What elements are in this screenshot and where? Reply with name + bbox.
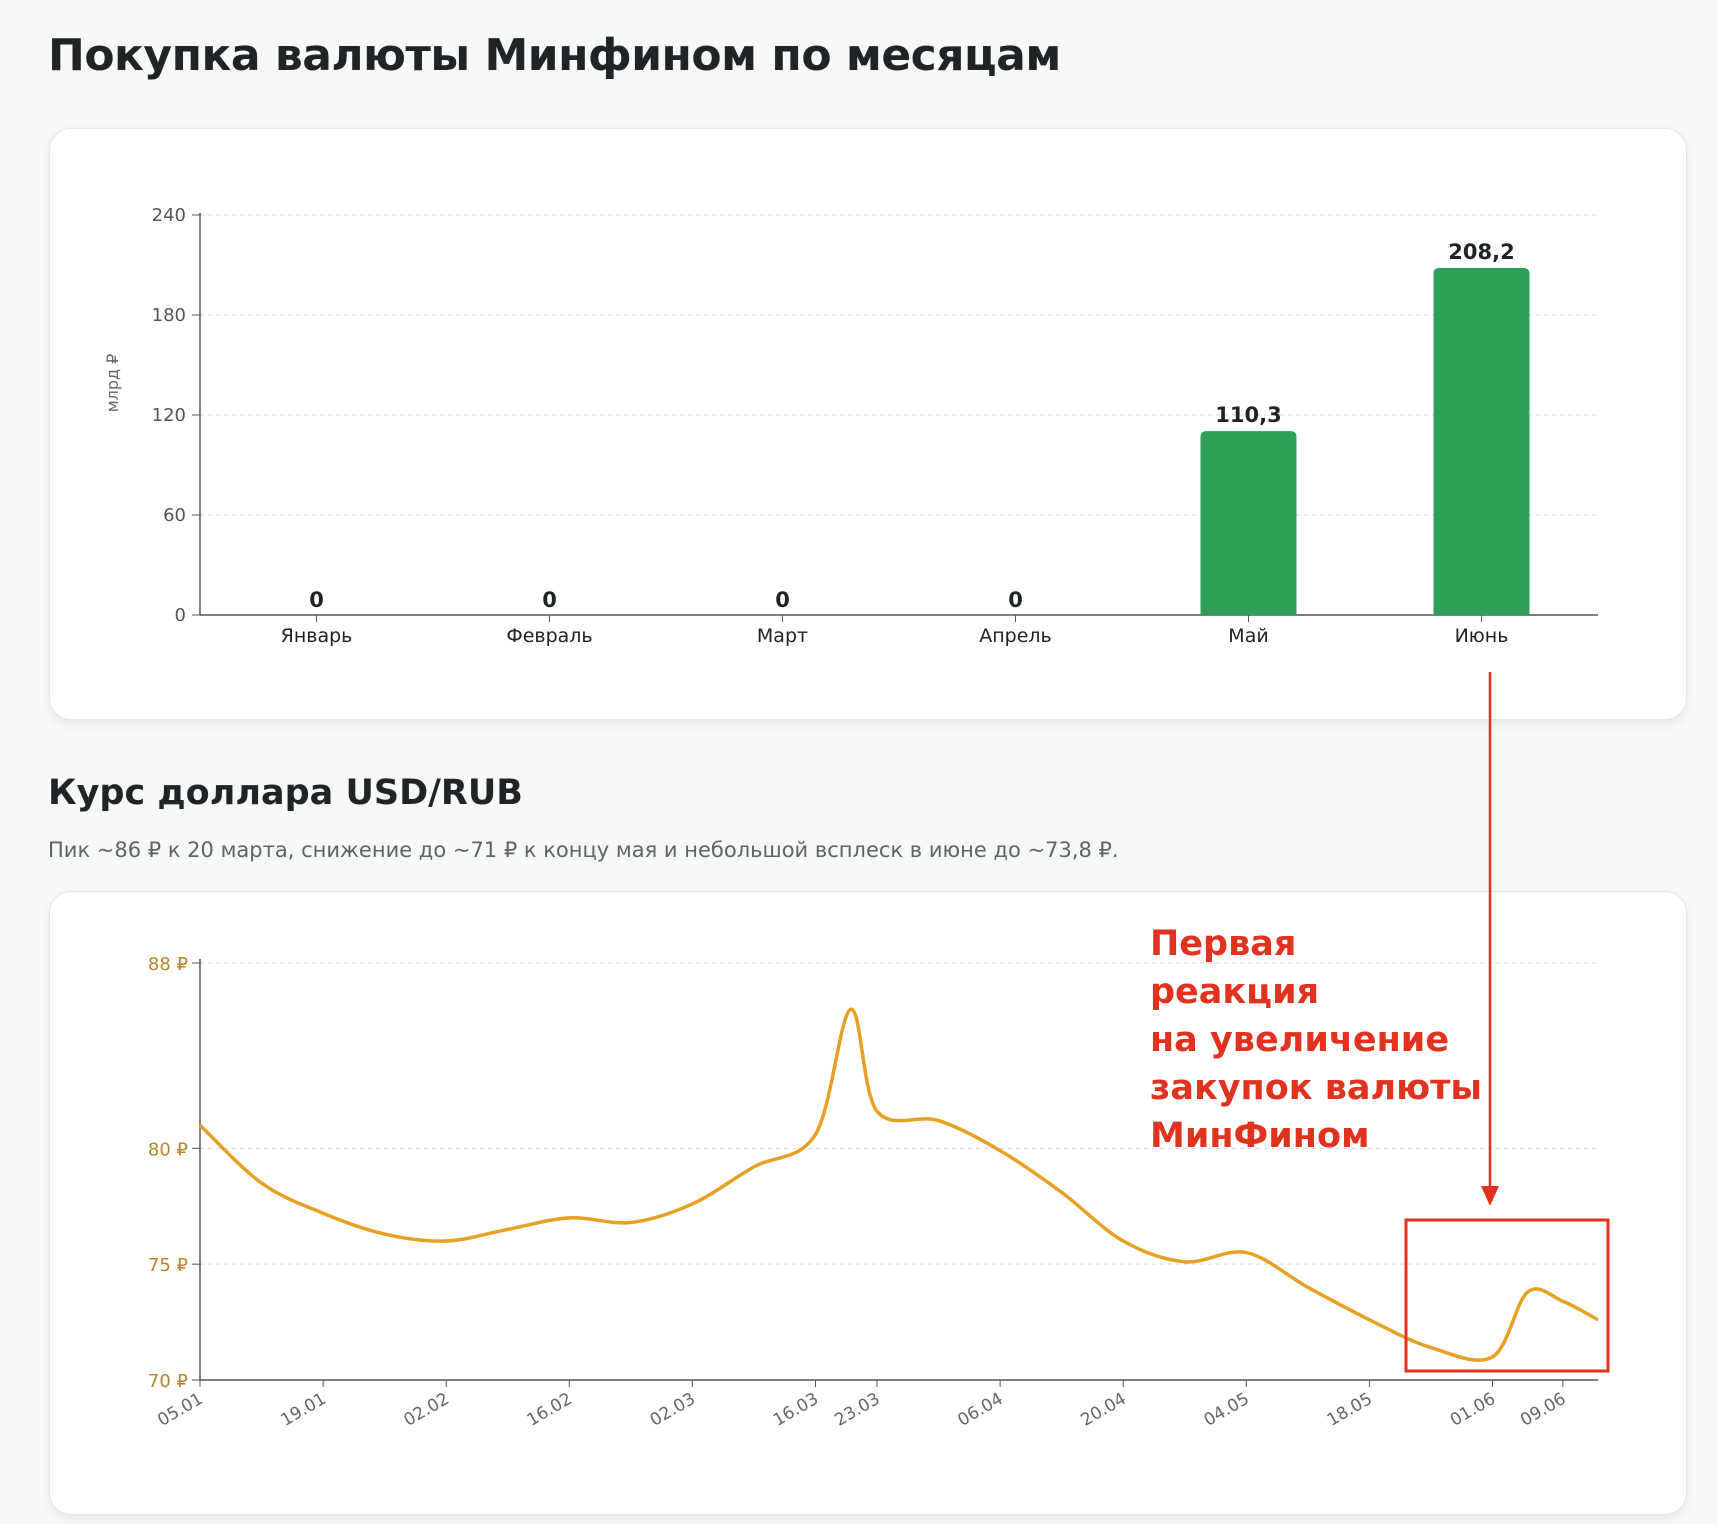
line-x-tick-label: 02.02	[401, 1389, 453, 1431]
line-y-tick-label: 80 ₽	[148, 1139, 188, 1160]
chart-1-title: Покупка валюты Минфином по месяцам	[48, 30, 1061, 81]
line-x-tick-label: 02.03	[647, 1389, 699, 1431]
highlight-box	[1404, 1218, 1610, 1373]
bar-x-tick-label: Май	[1228, 625, 1268, 647]
annotation-line-4: закупок валюты	[1150, 1068, 1483, 1108]
bar-y-tick-label: 0	[175, 605, 186, 626]
bar-y-tick-label: 120	[152, 405, 186, 426]
annotation-line-3: на увеличение	[1150, 1020, 1450, 1060]
bar-value-label: 110,3	[1215, 403, 1281, 427]
bar-y-tick-label: 60	[163, 505, 186, 526]
annotation-arrow-head	[1481, 1186, 1499, 1206]
line-y-tick-label: 75 ₽	[148, 1255, 188, 1276]
chart-2-subtitle: Пик ~86 ₽ к 20 марта, снижение до ~71 ₽ …	[48, 838, 1119, 862]
bar-x-tick-label: Февраль	[506, 625, 592, 647]
line-y-tick-label: 70 ₽	[148, 1371, 188, 1392]
line-x-tick-label: 05.01	[154, 1389, 206, 1431]
line-x-tick-label: 06.04	[954, 1389, 1006, 1431]
bar	[1200, 431, 1297, 615]
bar-value-label: 0	[309, 588, 324, 612]
bar-y-tick-label: 240	[152, 205, 186, 226]
line-x-tick-label: 20.04	[1078, 1389, 1130, 1431]
bar-value-label: 0	[542, 588, 557, 612]
annotation-line-5: МинФином	[1150, 1116, 1370, 1156]
bar-x-tick-label: Январь	[281, 625, 353, 647]
line-x-tick-label: 04.05	[1201, 1389, 1253, 1431]
line-x-tick-label: 18.05	[1324, 1389, 1376, 1431]
annotation-line-2: реакция	[1150, 972, 1320, 1012]
bar	[1433, 268, 1530, 615]
bar-x-tick-label: Март	[757, 625, 808, 647]
annotation-line-1: Первая	[1150, 924, 1297, 964]
line-x-tick-label: 16.02	[524, 1389, 576, 1431]
line-y-tick-label: 88 ₽	[148, 954, 188, 975]
bar-y-tick-label: 180	[152, 305, 186, 326]
bar-value-label: 0	[775, 588, 790, 612]
line-x-tick-label: 01.06	[1447, 1389, 1499, 1431]
bar-x-tick-label: Апрель	[979, 625, 1052, 647]
bar-value-label: 208,2	[1448, 240, 1514, 264]
bar-value-label: 0	[1008, 588, 1023, 612]
line-chart-card	[49, 891, 1687, 1515]
annotation-text: Первая реакция на увеличение закупок вал…	[1150, 920, 1482, 1160]
bar-chart-card	[49, 128, 1687, 720]
chart-2-title: Курс доллара USD/RUB	[48, 773, 523, 813]
bar-y-axis-label: млрд ₽	[103, 354, 122, 413]
line-x-tick-label: 09.06	[1517, 1389, 1569, 1431]
line-x-tick-label: 19.01	[277, 1389, 329, 1431]
usd-rub-line	[198, 1007, 1599, 1362]
line-x-tick-label: 23.03	[831, 1389, 883, 1431]
bar-x-tick-label: Июнь	[1455, 625, 1509, 647]
line-x-tick-label: 16.03	[770, 1389, 822, 1431]
